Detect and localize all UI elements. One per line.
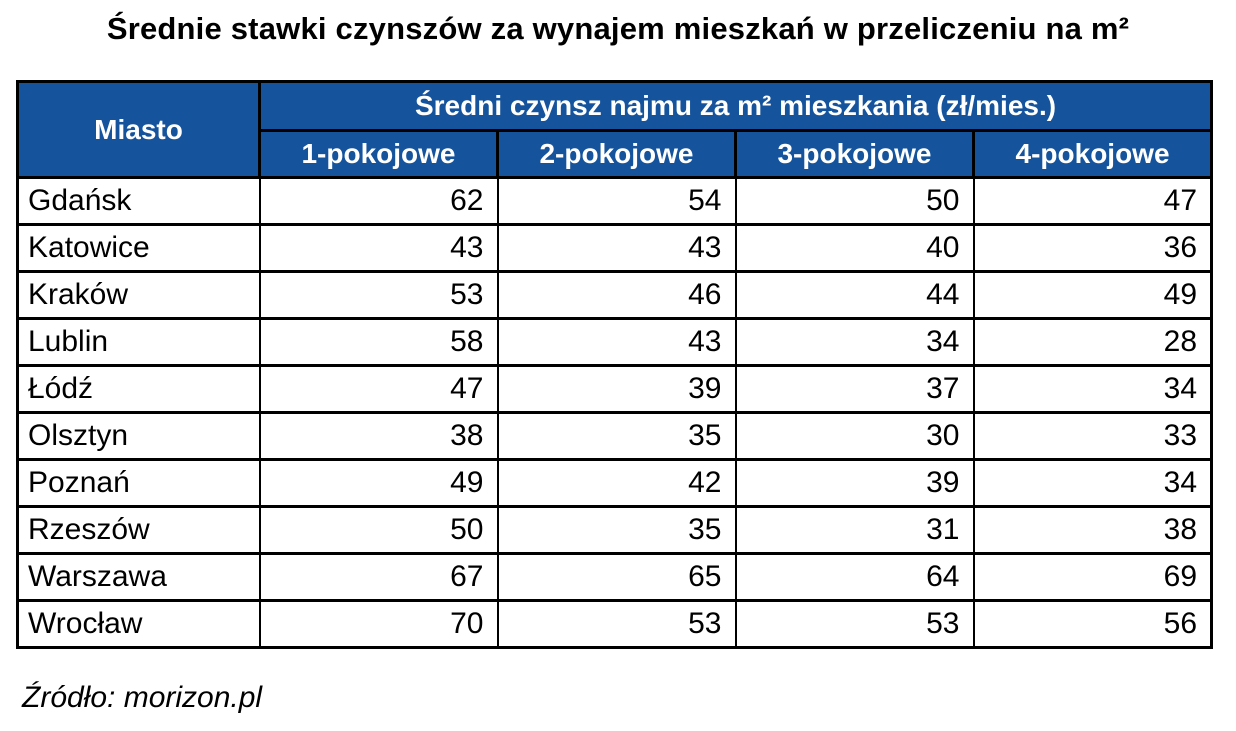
value-cell: 43 <box>496 317 737 367</box>
value-cell: 53 <box>734 599 975 649</box>
value-cell: 34 <box>734 317 975 367</box>
value-cell: 47 <box>972 176 1213 226</box>
city-cell: Katowice <box>16 223 261 273</box>
value-cell: 53 <box>258 270 499 320</box>
value-cell: 31 <box>734 505 975 555</box>
value-cell: 30 <box>734 411 975 461</box>
value-cell: 38 <box>972 505 1213 555</box>
column-header-4-room: 4-pokojowe <box>971 129 1214 179</box>
table-row: Wrocław 70 53 53 56 <box>16 599 1213 649</box>
value-cell: 38 <box>258 411 499 461</box>
city-cell: Olsztyn <box>16 411 261 461</box>
value-cell: 34 <box>972 364 1213 414</box>
header-row-group: Miasto Średni czynsz najmu za m² mieszka… <box>16 80 1214 179</box>
table-row: Olsztyn 38 35 30 33 <box>16 411 1213 461</box>
value-cell: 37 <box>734 364 975 414</box>
city-cell: Warszawa <box>16 552 261 602</box>
value-cell: 35 <box>496 505 737 555</box>
table-row: Gdańsk 62 54 50 47 <box>16 176 1213 226</box>
city-cell: Poznań <box>16 458 261 508</box>
column-header-1-room: 1-pokojowe <box>258 129 499 179</box>
value-cell: 36 <box>972 223 1213 273</box>
table-row: Lublin 58 43 34 28 <box>16 317 1213 367</box>
value-cell: 58 <box>258 317 499 367</box>
value-cell: 50 <box>734 176 975 226</box>
value-cell: 39 <box>734 458 975 508</box>
value-cell: 42 <box>496 458 737 508</box>
table-row: Kraków 53 46 44 49 <box>16 270 1213 320</box>
value-cell: 35 <box>496 411 737 461</box>
group-header: Średni czynsz najmu za m² mieszkania (zł… <box>257 80 1214 132</box>
table-row: Łódź 47 39 37 34 <box>16 364 1213 414</box>
value-cell: 39 <box>496 364 737 414</box>
city-cell: Rzeszów <box>16 505 261 555</box>
value-cell: 49 <box>258 458 499 508</box>
value-cell: 47 <box>258 364 499 414</box>
source-note: Źródło: morizon.pl <box>22 681 263 714</box>
column-header-city: Miasto <box>16 80 261 179</box>
value-cell: 64 <box>734 552 975 602</box>
value-cell: 49 <box>972 270 1213 320</box>
value-cell: 44 <box>734 270 975 320</box>
page-title: Średnie stawki czynszów za wynajem miesz… <box>106 11 1130 46</box>
table-row: Poznań 49 42 39 34 <box>16 458 1213 508</box>
city-cell: Gdańsk <box>16 176 261 226</box>
value-cell: 62 <box>258 176 499 226</box>
city-cell: Wrocław <box>16 599 261 649</box>
value-cell: 43 <box>496 223 737 273</box>
column-header-3-room: 3-pokojowe <box>734 129 975 179</box>
value-cell: 54 <box>496 176 737 226</box>
value-cell: 46 <box>496 270 737 320</box>
value-cell: 43 <box>258 223 499 273</box>
value-cell: 70 <box>258 599 499 649</box>
city-cell: Łódź <box>16 364 261 414</box>
column-header-2-room: 2-pokojowe <box>496 129 737 179</box>
value-cell: 67 <box>258 552 499 602</box>
header-row-sub: 1-pokojowe 2-pokojowe 3-pokojowe 4-pokoj… <box>18 129 1214 179</box>
value-cell: 65 <box>496 552 737 602</box>
value-cell: 28 <box>972 317 1213 367</box>
table-row: Warszawa 67 65 64 69 <box>16 552 1213 602</box>
table-row: Rzeszów 50 35 31 38 <box>16 505 1213 555</box>
value-cell: 56 <box>972 599 1213 649</box>
value-cell: 53 <box>496 599 737 649</box>
rent-rates-table: Miasto Średni czynsz najmu za m² mieszka… <box>16 80 1214 649</box>
value-cell: 50 <box>258 505 499 555</box>
value-cell: 34 <box>972 458 1213 508</box>
value-cell: 69 <box>972 552 1213 602</box>
city-cell: Lublin <box>16 317 261 367</box>
city-cell: Kraków <box>16 270 261 320</box>
table-row: Katowice 43 43 40 36 <box>16 223 1213 273</box>
value-cell: 33 <box>972 411 1213 461</box>
value-cell: 40 <box>734 223 975 273</box>
